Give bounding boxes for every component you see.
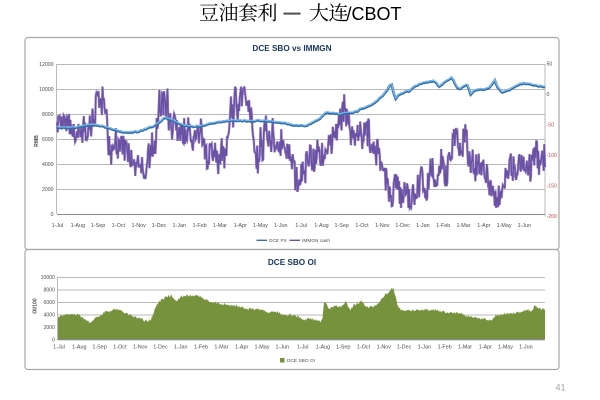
svg-text:1-Jul: 1-Jul	[53, 345, 65, 351]
svg-text:1-Jul: 1-Jul	[297, 345, 309, 351]
svg-text:1-Feb: 1-Feb	[436, 223, 450, 229]
svg-text:1-Mar: 1-Mar	[456, 223, 470, 229]
svg-text:-200: -200	[547, 214, 557, 220]
svg-text:1-Oct: 1-Oct	[357, 345, 371, 351]
svg-text:1-Nov: 1-Nov	[375, 223, 390, 229]
svg-text:1-Jun: 1-Jun	[518, 223, 532, 229]
svg-text:/CBOT: /CBOT	[347, 4, 402, 24]
svg-text:41: 41	[556, 383, 566, 393]
svg-text:4000: 4000	[42, 162, 54, 168]
svg-text:-100: -100	[547, 153, 557, 159]
svg-text:OI/100: OI/100	[33, 298, 39, 314]
svg-text:10000: 10000	[39, 87, 54, 93]
svg-text:6000: 6000	[43, 300, 55, 306]
svg-text:1-Mar: 1-Mar	[458, 345, 472, 351]
svg-text:1-Apr: 1-Apr	[234, 223, 247, 229]
svg-text:1-May: 1-May	[253, 223, 268, 229]
svg-text:0: 0	[52, 337, 55, 343]
svg-text:1-Nov: 1-Nov	[377, 345, 392, 351]
svg-text:-50: -50	[547, 122, 555, 128]
svg-text:1-Jul: 1-Jul	[52, 223, 64, 229]
svg-text:1-Dec: 1-Dec	[395, 223, 410, 229]
svg-text:1-Jul: 1-Jul	[295, 223, 307, 229]
svg-text:RMB: RMB	[34, 135, 40, 147]
svg-text:1-Jan: 1-Jan	[418, 345, 432, 351]
svg-text:1-Jun: 1-Jun	[519, 345, 533, 351]
svg-text:1-Aug: 1-Aug	[316, 345, 330, 351]
svg-text:1-Apr: 1-Apr	[477, 223, 490, 229]
svg-text:1-May: 1-May	[497, 223, 512, 229]
svg-text:1-Sep: 1-Sep	[336, 345, 350, 351]
svg-text:1-Nov: 1-Nov	[133, 345, 148, 351]
svg-text:1-Jan: 1-Jan	[416, 223, 430, 229]
svg-text:1-Jan: 1-Jan	[174, 345, 188, 351]
svg-text:8000: 8000	[43, 287, 55, 293]
svg-text:IMMGN cash: IMMGN cash	[302, 238, 330, 244]
svg-text:1-Feb: 1-Feb	[193, 223, 207, 229]
svg-text:2000: 2000	[42, 187, 54, 193]
svg-text:1-Dec: 1-Dec	[153, 345, 168, 351]
svg-text:1-Feb: 1-Feb	[438, 345, 452, 351]
svg-text:1-May: 1-May	[255, 345, 270, 351]
svg-text:1-Jun: 1-Jun	[274, 223, 288, 229]
svg-text:1-Apr: 1-Apr	[479, 345, 492, 351]
svg-text:1-Mar: 1-Mar	[214, 345, 228, 351]
svg-text:1-Nov: 1-Nov	[132, 223, 147, 229]
svg-text:12000: 12000	[39, 62, 54, 68]
svg-text:1-Sep: 1-Sep	[91, 223, 105, 229]
svg-text:0: 0	[51, 212, 54, 218]
svg-text:1-Jun: 1-Jun	[276, 345, 290, 351]
svg-text:1-Aug: 1-Aug	[71, 223, 85, 229]
svg-text:1-Oct: 1-Oct	[112, 223, 126, 229]
svg-text:2000: 2000	[43, 325, 55, 331]
svg-text:1-Sep: 1-Sep	[92, 345, 106, 351]
svg-text:0: 0	[547, 92, 550, 98]
svg-text:1-Dec: 1-Dec	[152, 223, 167, 229]
svg-text:DCE SBO vs IMMGN: DCE SBO vs IMMGN	[252, 44, 331, 53]
svg-text:1-Apr: 1-Apr	[235, 345, 248, 351]
svg-text:DCE SBO OI: DCE SBO OI	[287, 358, 315, 364]
svg-text:-150: -150	[547, 183, 557, 189]
svg-text:DCE PX: DCE PX	[269, 238, 288, 244]
svg-text:6000: 6000	[42, 137, 54, 143]
svg-text:1-Oct: 1-Oct	[113, 345, 127, 351]
svg-text:1-Jan: 1-Jan	[173, 223, 187, 229]
svg-text:1-May: 1-May	[498, 345, 513, 351]
svg-text:4000: 4000	[43, 312, 55, 318]
svg-text:1-Mar: 1-Mar	[213, 223, 227, 229]
svg-text:1-Sep: 1-Sep	[335, 223, 349, 229]
svg-text:8000: 8000	[42, 112, 54, 118]
svg-text:10000: 10000	[41, 275, 56, 281]
svg-text:1-Aug: 1-Aug	[314, 223, 328, 229]
svg-text:DCE SBO OI: DCE SBO OI	[268, 258, 316, 267]
svg-text:1-Aug: 1-Aug	[72, 345, 86, 351]
svg-text:1-Dec: 1-Dec	[397, 345, 412, 351]
svg-text:50: 50	[547, 61, 553, 67]
svg-text:1-Oct: 1-Oct	[355, 223, 369, 229]
svg-text:1-Feb: 1-Feb	[194, 345, 208, 351]
